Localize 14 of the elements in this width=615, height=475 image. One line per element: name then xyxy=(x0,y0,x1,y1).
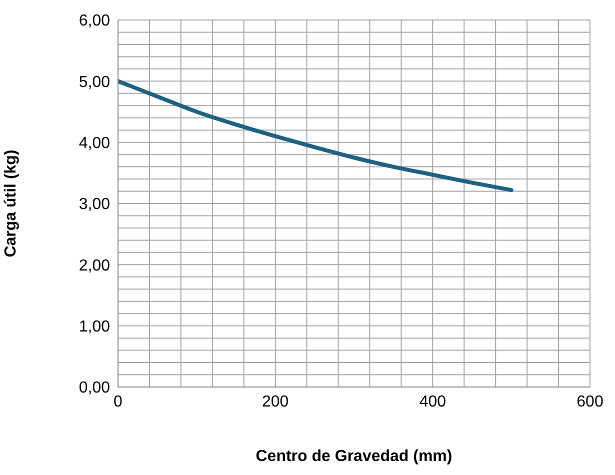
y-tick-label: 5,00 xyxy=(78,74,110,91)
line-series xyxy=(118,79,514,192)
x-tick-label: 600 xyxy=(576,393,604,410)
x-tick-label: 0 xyxy=(114,393,123,410)
x-axis-title: Centro de Gravedad (mm) xyxy=(256,448,452,465)
y-tick-label: 1,00 xyxy=(78,318,110,336)
y-tick-label: 2,00 xyxy=(78,257,110,274)
x-tick-label: 200 xyxy=(262,393,289,410)
y-axis-title: Carga útil (kg) xyxy=(2,150,20,258)
y-tick-label: 6,00 xyxy=(78,12,110,30)
y-tick-label: 3,00 xyxy=(78,196,110,214)
y-tick-label: 0,00 xyxy=(78,380,110,397)
x-tick-label: 400 xyxy=(419,393,446,410)
y-tick-label: 4,00 xyxy=(78,135,110,152)
